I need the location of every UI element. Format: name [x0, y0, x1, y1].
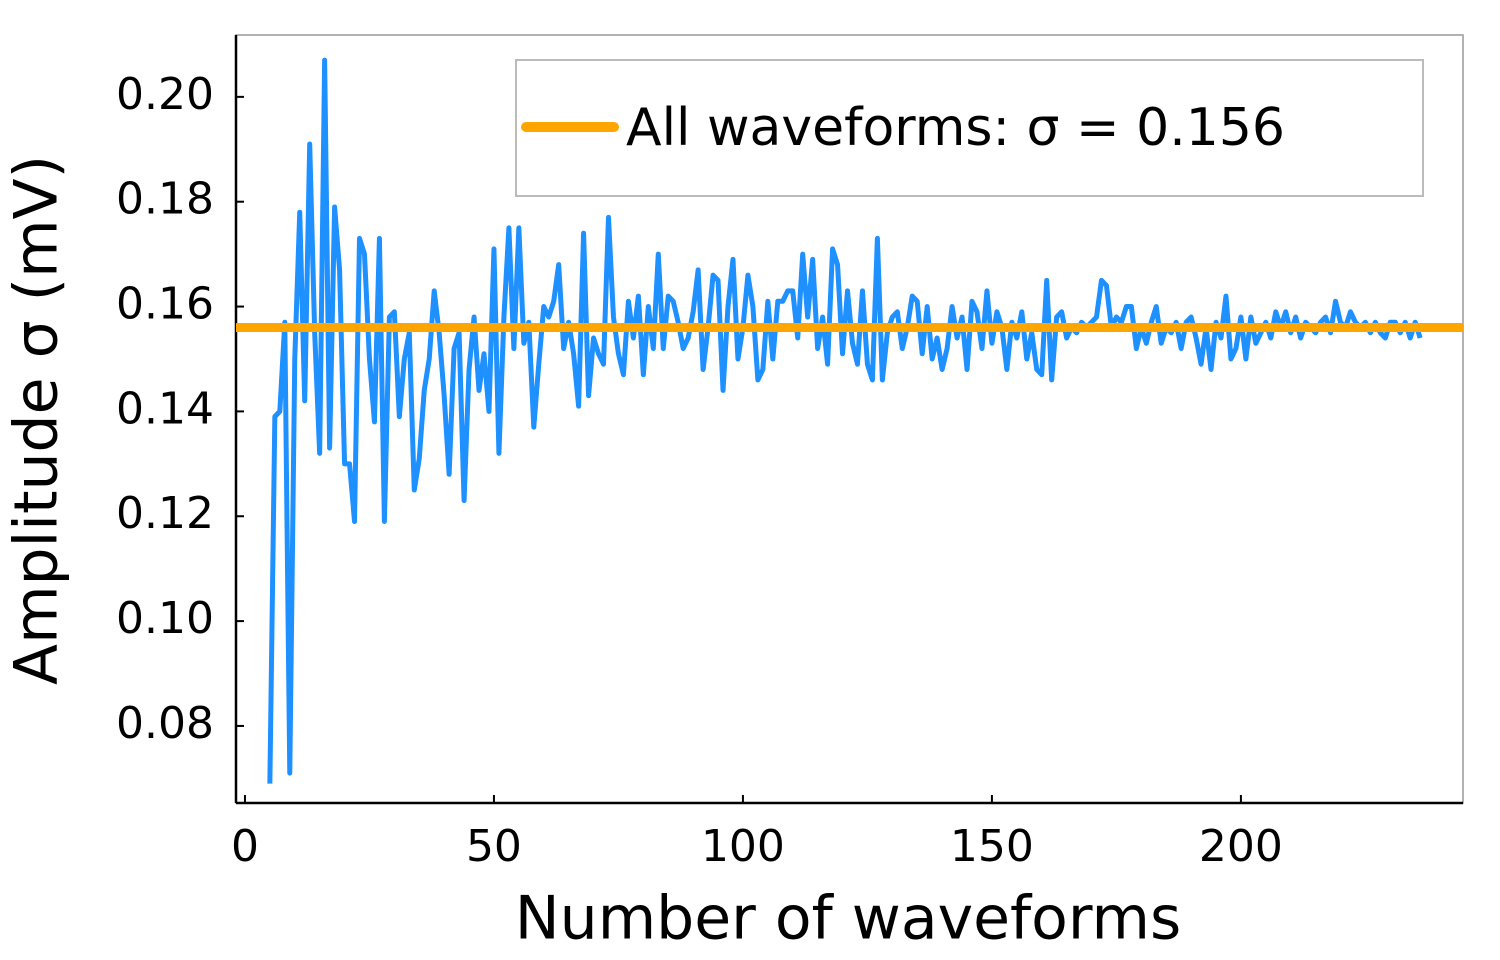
x-tick-label: 200: [1199, 821, 1283, 872]
y-tick-label: 0.14: [116, 383, 214, 434]
x-tick-label: 150: [950, 821, 1034, 872]
y-tick-label: 0.08: [116, 698, 214, 749]
x-tick-label: 50: [466, 821, 522, 872]
x-axis-label: Number of waveforms: [515, 884, 1181, 954]
y-axis-label: Amplitude σ (mV): [2, 155, 72, 685]
x-tick-label: 100: [701, 821, 785, 872]
legend-label: All waveforms: σ = 0.156: [626, 98, 1285, 158]
x-tick-label: 0: [231, 821, 259, 872]
y-tick-label: 0.20: [116, 69, 214, 120]
legend: All waveforms: σ = 0.156: [515, 59, 1424, 197]
legend-box: [515, 59, 1424, 197]
y-tick-label: 0.18: [116, 174, 214, 225]
y-tick-label: 0.12: [116, 488, 214, 539]
y-tick-label: 0.16: [116, 279, 214, 330]
y-tick-label: 0.10: [116, 593, 214, 644]
